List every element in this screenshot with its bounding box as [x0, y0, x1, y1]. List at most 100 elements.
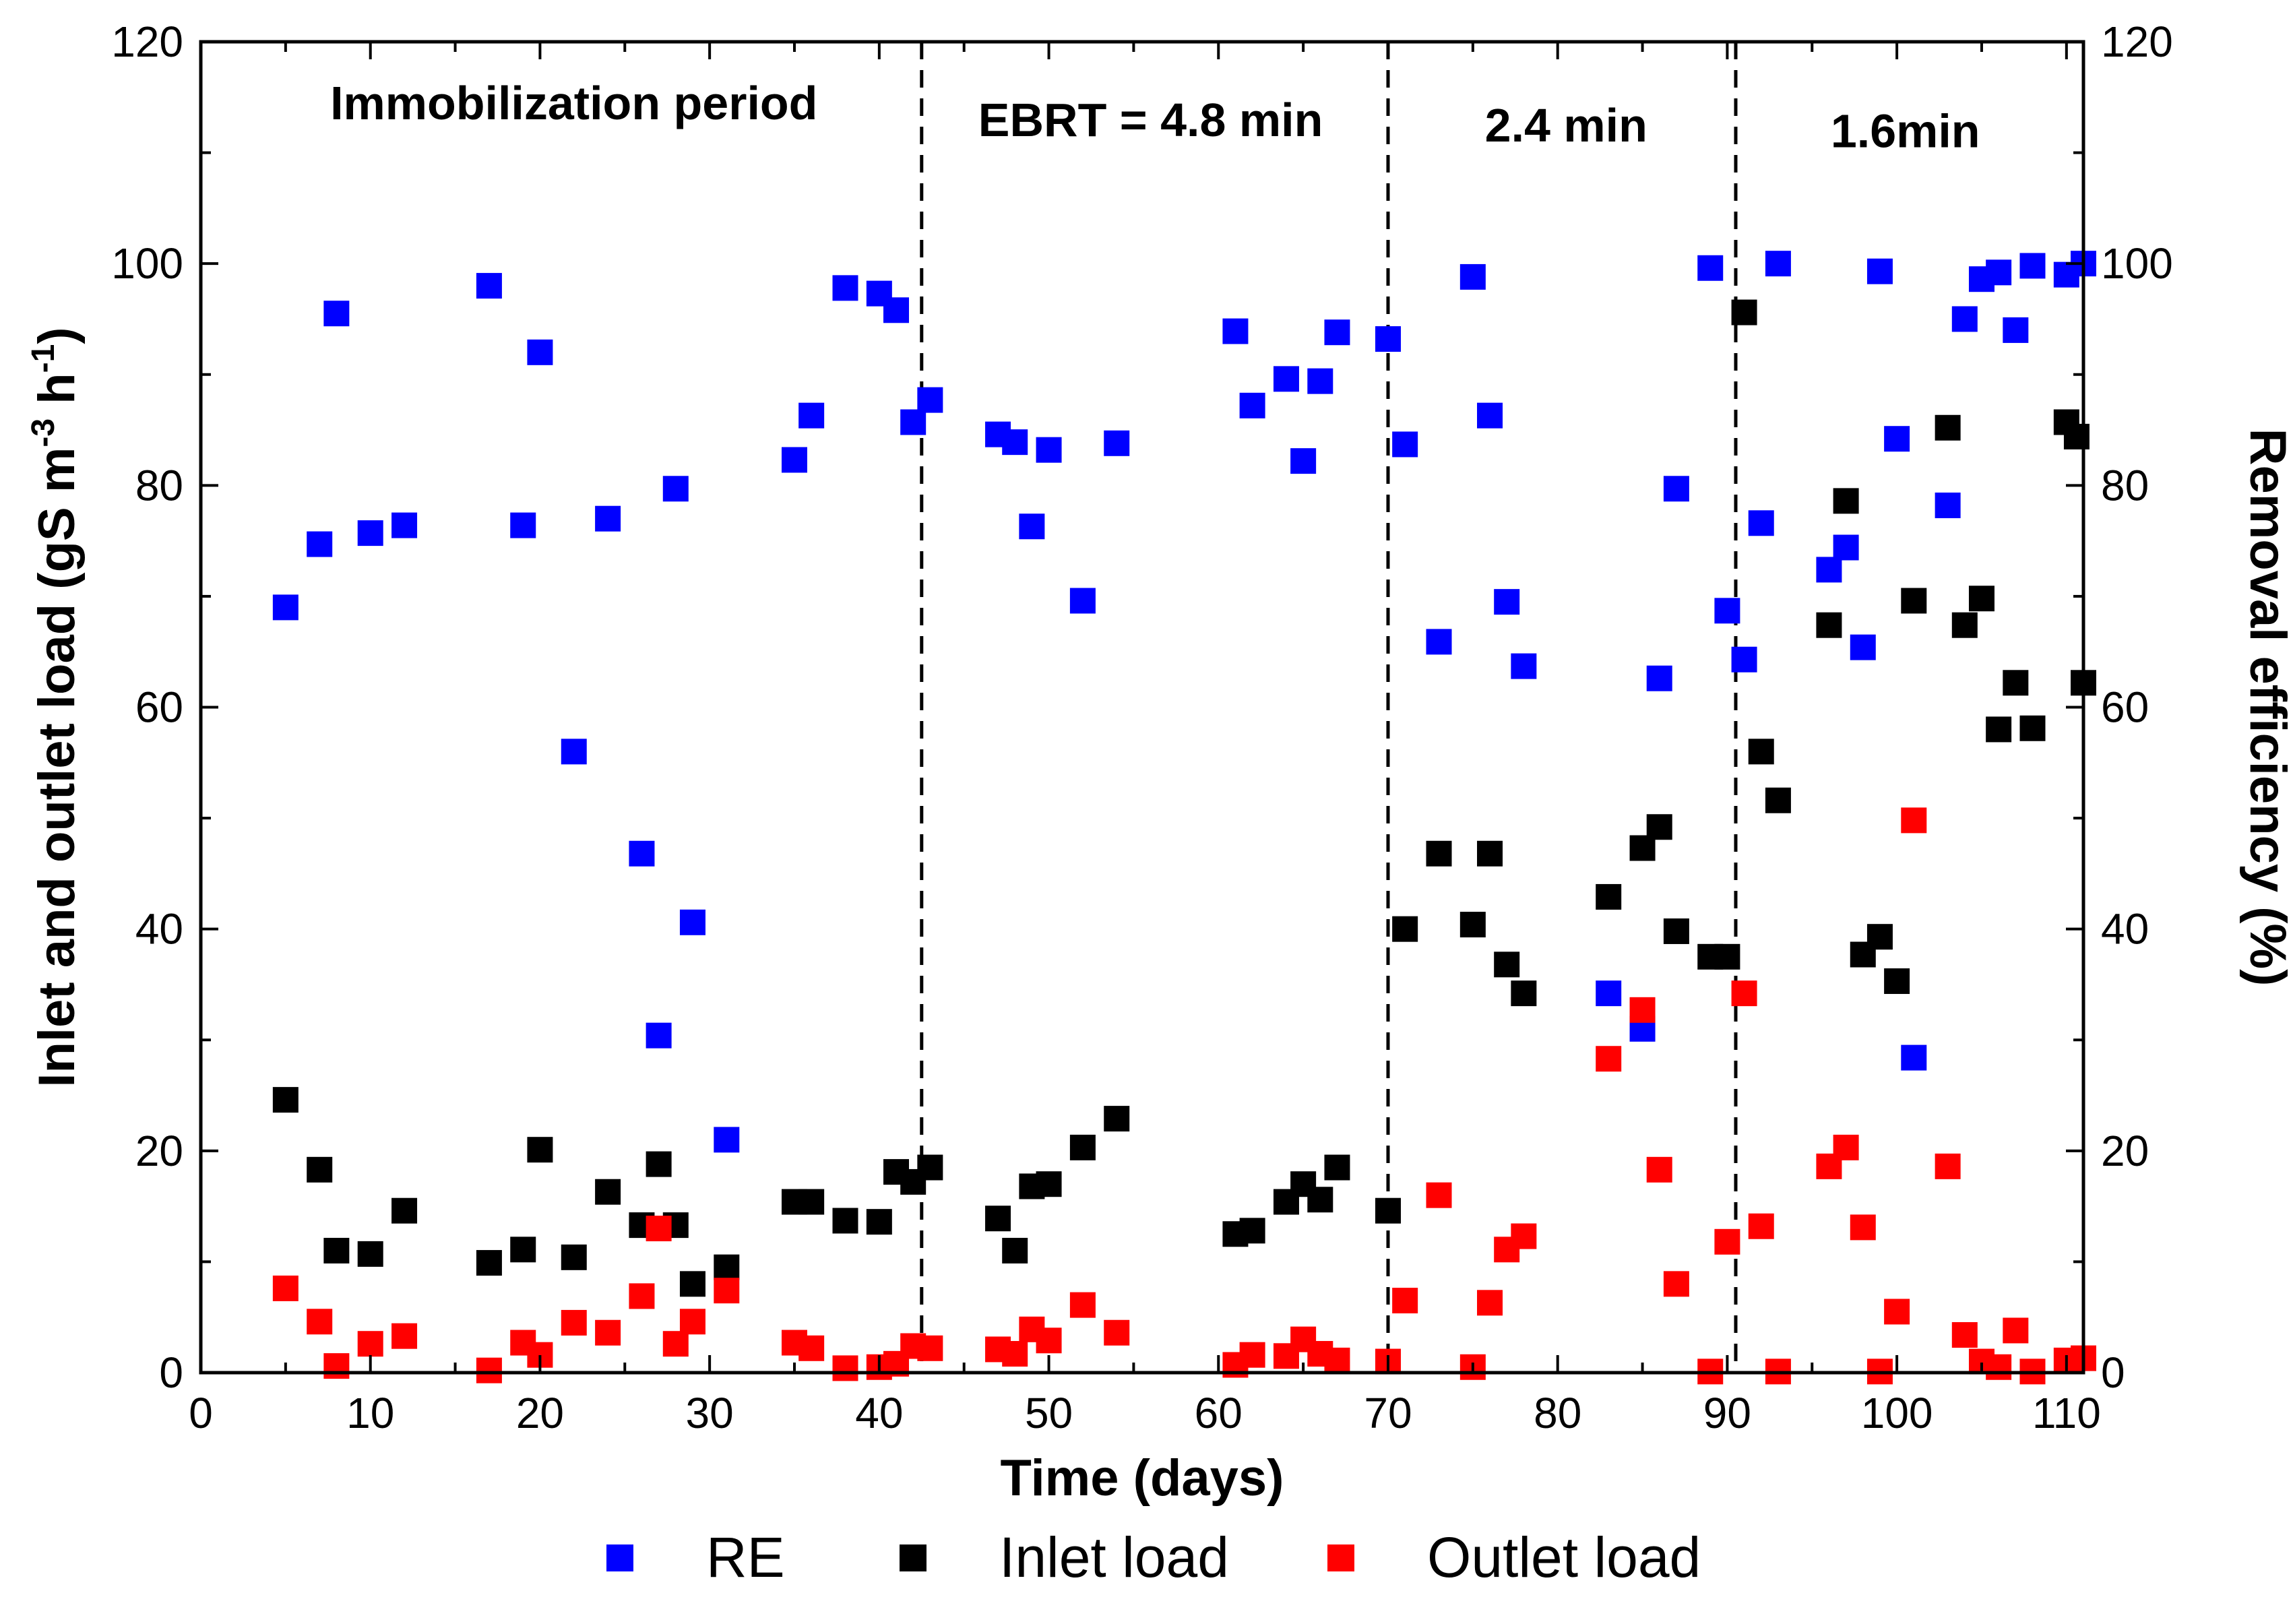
- data-point: [272, 1275, 299, 1301]
- data-point: [1239, 392, 1265, 418]
- data-point: [323, 1353, 350, 1379]
- data-point: [1392, 1288, 1418, 1314]
- data-point: [1392, 916, 1418, 942]
- data-point: [595, 1179, 621, 1205]
- data-point: [1901, 1044, 1927, 1071]
- data-point: [1816, 557, 1842, 583]
- y-tick-label-left: 20: [135, 1127, 183, 1175]
- data-point: [1714, 598, 1740, 624]
- data-point: [1714, 1228, 1740, 1255]
- data-point: [1748, 739, 1774, 765]
- data-point: [2063, 423, 2090, 449]
- data-point: [679, 1271, 705, 1297]
- data-point: [1596, 883, 1622, 910]
- data-point: [1935, 1153, 1961, 1179]
- data-point: [1375, 326, 1401, 352]
- data-point: [798, 402, 825, 429]
- data-point: [476, 273, 502, 299]
- y-axis-title-left: Inlet and outlet load (gS m-3 h-1): [26, 327, 86, 1087]
- data-point: [561, 1244, 587, 1270]
- y-tick-label-left: 40: [135, 905, 183, 954]
- x-tick-label: 100: [1861, 1389, 1933, 1437]
- data-point: [1511, 980, 1537, 1007]
- data-point: [1036, 1171, 1062, 1197]
- data-point: [561, 1309, 587, 1336]
- data-point: [1477, 402, 1503, 429]
- data-point: [391, 1197, 418, 1224]
- data-point: [646, 1216, 672, 1242]
- x-tick-label: 90: [1703, 1389, 1751, 1437]
- data-point: [832, 1355, 858, 1381]
- x-tick-label: 110: [2032, 1389, 2101, 1437]
- data-point: [1511, 1223, 1537, 1249]
- data-point: [1731, 646, 1757, 673]
- data-point: [883, 297, 910, 323]
- y-axis-title-left-part: ): [28, 327, 86, 344]
- data-point: [1477, 1290, 1503, 1316]
- series-re: [272, 251, 2096, 1153]
- y-tick-label-left: 0: [159, 1348, 183, 1397]
- legend-label: RE: [706, 1526, 785, 1589]
- data-point: [1935, 414, 1961, 441]
- data-point: [357, 1241, 383, 1267]
- data-point: [629, 840, 655, 867]
- data-point: [307, 1156, 333, 1183]
- data-point: [391, 512, 418, 538]
- data-point: [900, 409, 926, 435]
- data-point: [2003, 1317, 2029, 1344]
- data-point: [1494, 951, 1520, 978]
- data-point: [1986, 259, 2012, 286]
- data-point: [1884, 1299, 1910, 1325]
- data-point: [798, 1189, 825, 1215]
- data-point: [323, 1237, 350, 1263]
- data-point: [714, 1127, 740, 1153]
- data-point: [917, 387, 943, 413]
- data-point: [1866, 258, 1893, 284]
- y-tick-label-right: 20: [2101, 1127, 2149, 1175]
- data-point: [798, 1335, 825, 1361]
- data-point: [1663, 476, 1689, 502]
- data-point: [561, 739, 587, 765]
- data-point: [272, 1087, 299, 1113]
- data-point: [476, 1250, 502, 1276]
- data-point: [1850, 1214, 1876, 1241]
- data-point: [1596, 1046, 1622, 1072]
- series-inlet-load: [272, 299, 2096, 1297]
- data-point: [595, 505, 621, 532]
- x-axis-title: Time (days): [1001, 1449, 1284, 1507]
- x-tick-label: 0: [189, 1389, 213, 1437]
- data-point: [1324, 319, 1350, 346]
- data-point: [1833, 488, 1859, 514]
- data-point: [1426, 629, 1452, 655]
- data-point: [1307, 368, 1333, 394]
- data-point: [1324, 1347, 1350, 1373]
- y-tick-label-right: 120: [2101, 18, 2173, 66]
- data-point: [866, 1209, 892, 1235]
- x-tick-label: 60: [1195, 1389, 1243, 1437]
- data-point: [1069, 588, 1096, 614]
- y-tick-label-left: 120: [111, 18, 183, 66]
- data-point: [1986, 716, 2012, 743]
- data-point: [629, 1283, 655, 1309]
- data-point: [1104, 1319, 1130, 1346]
- y-tick-label-left: 100: [111, 239, 183, 288]
- data-point: [1968, 586, 1994, 612]
- data-point: [781, 447, 807, 473]
- data-point: [714, 1254, 740, 1280]
- data-point: [1866, 924, 1893, 950]
- y-axis-title-left-part: h: [28, 373, 86, 418]
- y-axis-title-left-part: -1: [26, 344, 61, 373]
- data-point: [917, 1335, 943, 1361]
- data-point: [679, 909, 705, 935]
- data-point: [832, 275, 858, 301]
- x-tick-label: 50: [1025, 1389, 1073, 1437]
- data-point: [1765, 251, 1791, 277]
- data-point: [391, 1323, 418, 1349]
- data-point: [307, 531, 333, 557]
- data-point: [1222, 318, 1249, 344]
- data-point: [1833, 534, 1859, 561]
- data-point: [1459, 263, 1486, 290]
- phase-annotation: EBRT = 4.8 min: [978, 94, 1323, 146]
- y-tick-label-right: 60: [2101, 683, 2149, 732]
